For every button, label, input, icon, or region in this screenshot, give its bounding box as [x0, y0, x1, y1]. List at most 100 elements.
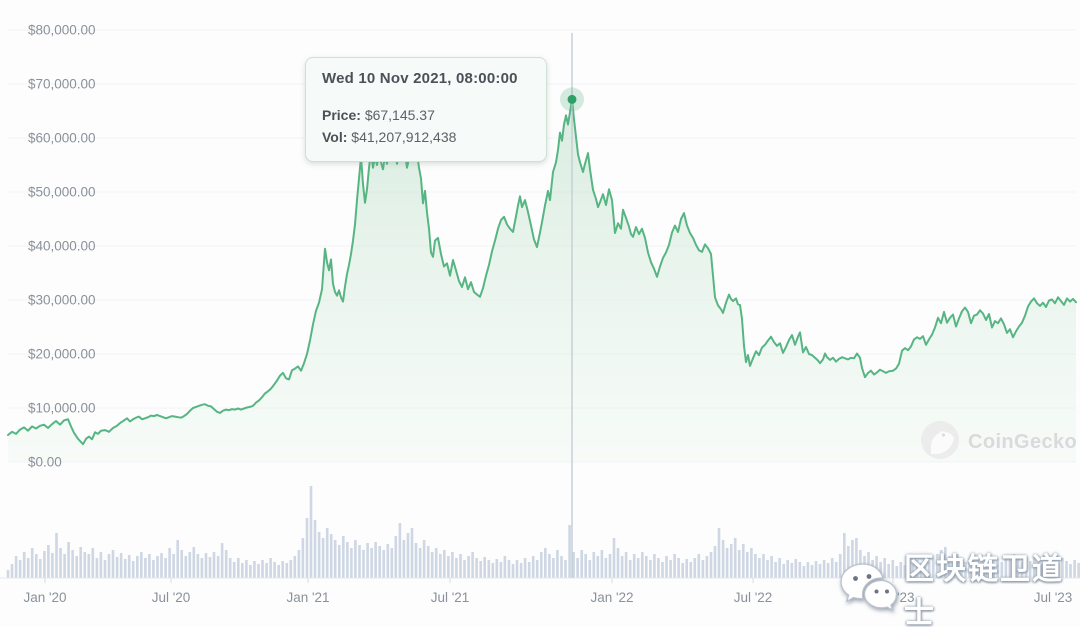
- volume-bar: [624, 552, 628, 578]
- volume-bar: [249, 565, 252, 578]
- volume-bar: [370, 548, 373, 578]
- volume-bar: [919, 563, 923, 578]
- volume-bar: [47, 545, 50, 578]
- volume-bar: [600, 550, 604, 578]
- volume-bar: [152, 560, 155, 578]
- volume-bar: [22, 552, 26, 578]
- volume-bar: [277, 565, 280, 578]
- volume-bar: [350, 548, 353, 578]
- volume-bar: [883, 558, 886, 578]
- volume-bar: [1008, 560, 1012, 578]
- volume-bar: [523, 558, 527, 578]
- x-axis-label: Jul '22: [733, 590, 773, 605]
- volume-bar: [123, 559, 127, 578]
- price-tooltip: Wed 10 Nov 2021, 08:00:00 Price: $67,145…: [305, 57, 547, 162]
- volume-bar: [1049, 563, 1052, 578]
- volume-bar: [447, 556, 450, 578]
- volume-bar: [782, 564, 785, 578]
- volume-bar: [228, 558, 232, 578]
- volume-bar: [67, 542, 70, 578]
- volume-bar: [584, 554, 587, 578]
- volume-bar: [560, 556, 563, 578]
- volume-bar: [87, 554, 91, 578]
- volume-bar: [588, 560, 592, 578]
- volume-bar: [196, 554, 200, 578]
- volume-bar: [55, 533, 58, 578]
- volume-bar: [948, 556, 951, 578]
- volume-bar: [479, 561, 482, 578]
- y-axis-label: $0.00: [28, 454, 62, 470]
- volume-bar: [148, 554, 151, 578]
- x-axis-label: Jul '21: [430, 590, 470, 605]
- volume-bar: [208, 557, 212, 578]
- volume-bar: [414, 543, 418, 578]
- volume-bar: [709, 552, 713, 578]
- volume-bar: [754, 554, 757, 578]
- tooltip-vol-value: $41,207,912,438: [351, 129, 457, 145]
- volume-bar: [927, 562, 931, 578]
- volume-bar: [281, 561, 284, 578]
- tooltip-price-row: Price: $67,145.37: [322, 104, 530, 126]
- volume-bar: [992, 563, 996, 578]
- coingecko-watermark: CoinGecko: [920, 420, 1077, 465]
- volume-bar: [160, 553, 163, 578]
- volume-bar: [136, 556, 139, 578]
- volume-bar: [645, 556, 648, 578]
- tooltip-price-label: Price:: [322, 107, 361, 123]
- volume-bar: [378, 546, 381, 578]
- volume-bar: [1000, 562, 1004, 578]
- tooltip-date: Wed 10 Nov 2021, 08:00:00: [322, 70, 518, 87]
- volume-bar: [43, 551, 46, 578]
- volume-bar: [99, 552, 103, 578]
- volume-bar: [224, 550, 228, 578]
- volume-bar: [26, 558, 30, 578]
- volume-bar: [1061, 558, 1064, 578]
- volume-bar: [556, 550, 559, 578]
- volume-bar: [261, 560, 264, 578]
- volume-bar: [746, 552, 749, 578]
- volume-bar: [960, 558, 963, 578]
- volume-bar: [511, 564, 515, 578]
- volume-bar: [847, 546, 850, 578]
- volume-bar: [721, 540, 725, 578]
- volume-bar: [931, 558, 935, 578]
- price-line: [7, 98, 1077, 446]
- volume-bar: [430, 552, 434, 578]
- volume-bar: [144, 558, 147, 578]
- volume-bar: [59, 548, 62, 578]
- volume-bar: [204, 553, 208, 578]
- volume-bar: [342, 536, 345, 578]
- volume-bar: [939, 550, 943, 578]
- volume-bar: [362, 550, 365, 578]
- volume-bar: [604, 558, 608, 578]
- volume-bar: [216, 556, 220, 578]
- volume-bar: [972, 561, 975, 578]
- marker-dot[interactable]: [567, 94, 577, 104]
- volume-bar: [1016, 558, 1020, 578]
- volume-bar: [657, 558, 660, 578]
- volume-bar: [30, 548, 34, 578]
- volume-bar: [131, 561, 135, 578]
- volume-bar: [762, 554, 765, 578]
- volume-bar: [843, 533, 846, 578]
- volume-bar: [180, 550, 183, 578]
- volume-bar: [851, 540, 854, 578]
- volume-bar: [988, 560, 991, 578]
- volume-bar: [976, 557, 979, 578]
- volume-bar: [693, 558, 697, 578]
- volume-bar: [964, 562, 967, 578]
- volume-bar: [701, 560, 705, 578]
- x-axis-label: Jul '23: [1033, 590, 1073, 605]
- volume-bar: [834, 562, 838, 578]
- volume-bar: [434, 548, 438, 578]
- volume-bar: [1012, 554, 1016, 578]
- volume-bar: [487, 560, 491, 578]
- volume-bar: [241, 563, 244, 578]
- volume-bar: [140, 552, 143, 578]
- volume-bar: [119, 553, 123, 578]
- volume-bar: [426, 546, 430, 578]
- volume-bar: [184, 556, 188, 578]
- volume-bar: [309, 486, 313, 578]
